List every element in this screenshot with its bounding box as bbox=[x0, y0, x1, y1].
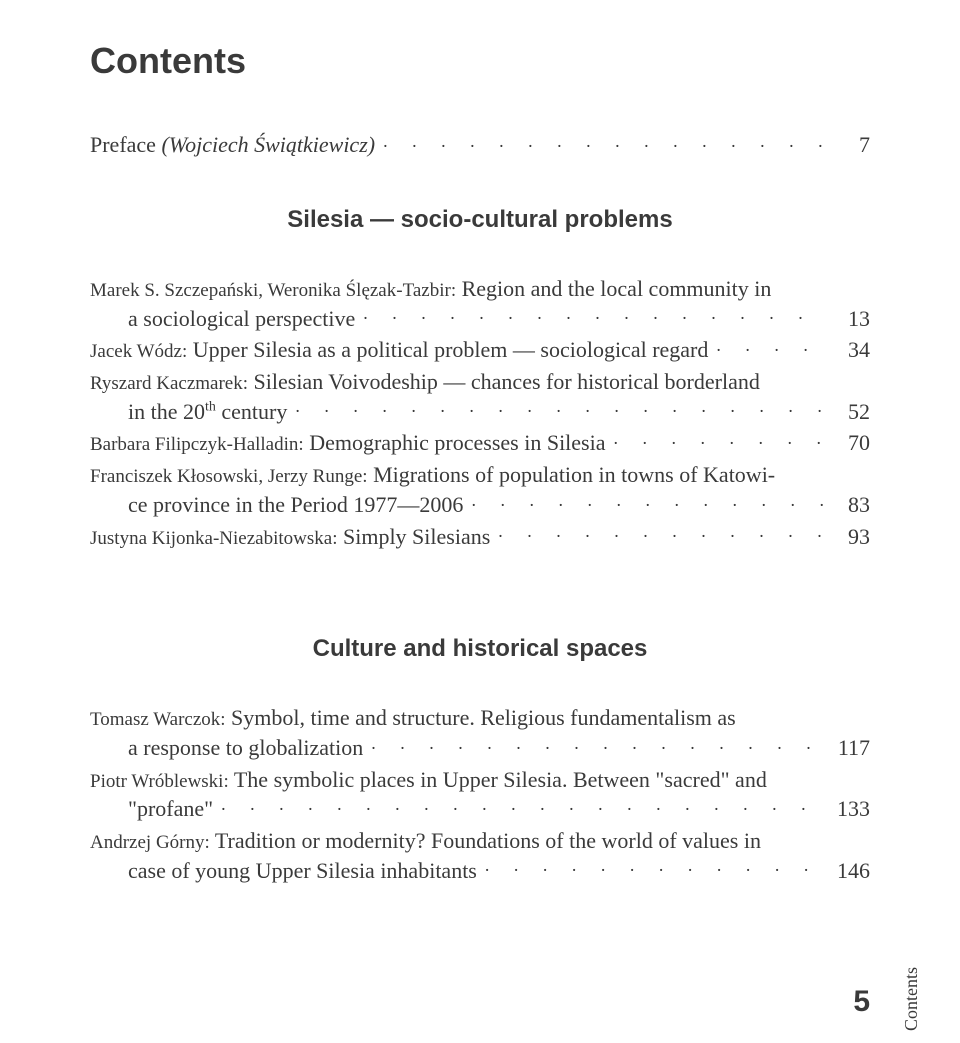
side-label: Contents bbox=[901, 967, 922, 1031]
entry-page: 70 bbox=[836, 428, 870, 458]
entry-last-line: in the 20th century 52 bbox=[90, 397, 870, 427]
page-title: Contents bbox=[90, 40, 870, 82]
entry-page: 146 bbox=[836, 856, 870, 886]
entry-author: Franciszek Kłosowski, Jerzy Runge: bbox=[90, 466, 368, 487]
page-container: Contents Preface (Wojciech Świątkiewicz)… bbox=[0, 0, 960, 1043]
entry-page: 34 bbox=[836, 335, 870, 365]
toc-entry: Barbara Filipczyk-Halladin: Demographic … bbox=[90, 428, 870, 458]
entry-title-part1: Upper Silesia as a political problem — s… bbox=[193, 337, 709, 362]
preface-entry: Preface (Wojciech Świątkiewicz) 7 bbox=[90, 130, 870, 158]
dot-leader bbox=[485, 856, 828, 878]
entry-author: Piotr Wróblewski: bbox=[90, 771, 229, 792]
dot-leader bbox=[498, 522, 828, 544]
entry-title-part1: The symbolic places in Upper Silesia. Be… bbox=[234, 767, 767, 792]
preface-label: Preface bbox=[90, 132, 156, 157]
entry-title-part1: Demographic processes in Silesia bbox=[309, 430, 605, 455]
entry-line1: Ryszard Kaczmarek: Silesian Voivodeship … bbox=[90, 367, 870, 397]
entry-title-part2: "profane" bbox=[90, 794, 213, 824]
entry-author: Andrzej Górny: bbox=[90, 832, 210, 853]
entry-line1: Justyna Kijonka-Niezabitowska: Simply Si… bbox=[90, 522, 490, 552]
entry-page: 93 bbox=[836, 522, 870, 552]
entry-last-line: case of young Upper Silesia inhabitants … bbox=[90, 856, 870, 886]
entry-author: Tomasz Warczok: bbox=[90, 709, 226, 730]
dot-leader bbox=[221, 794, 828, 816]
entry-author: Jacek Wódz: bbox=[90, 341, 187, 362]
entry-last-line: a response to globalization 117 bbox=[90, 733, 870, 763]
entry-title-part1: Simply Silesians bbox=[343, 524, 490, 549]
entry-line1: Andrzej Górny: Tradition or modernity? F… bbox=[90, 826, 870, 856]
entry-line1: Marek S. Szczepański, Weronika Ślęzak-Ta… bbox=[90, 274, 870, 304]
dot-leader bbox=[295, 397, 828, 419]
entry-title-part1: Tradition or modernity? Foundations of t… bbox=[215, 828, 761, 853]
entry-title-sup: th bbox=[205, 399, 216, 414]
entry-title-part1: Migrations of population in towns of Kat… bbox=[373, 462, 775, 487]
entry-line1: Jacek Wódz: Upper Silesia as a political… bbox=[90, 335, 708, 365]
toc-entry: Piotr Wróblewski: The symbolic places in… bbox=[90, 765, 870, 824]
entry-title-part2: case of young Upper Silesia inhabitants bbox=[90, 856, 477, 886]
entry-last-line: a sociological perspective 13 bbox=[90, 304, 870, 334]
preface-author: (Wojciech Świątkiewicz) bbox=[161, 132, 375, 157]
entry-line1: Franciszek Kłosowski, Jerzy Runge: Migra… bbox=[90, 460, 870, 490]
entry-line1: Piotr Wróblewski: The symbolic places in… bbox=[90, 765, 870, 795]
section-heading: Silesia — socio-cultural problems bbox=[90, 206, 870, 234]
section-spacer bbox=[90, 553, 870, 617]
entry-title-part1: Symbol, time and structure. Religious fu… bbox=[231, 705, 736, 730]
entry-author: Marek S. Szczepański, Weronika Ślęzak-Ta… bbox=[90, 280, 456, 301]
toc-entry: Andrzej Górny: Tradition or modernity? F… bbox=[90, 826, 870, 885]
entry-page: 133 bbox=[836, 794, 870, 824]
dot-leader bbox=[716, 335, 828, 357]
entry-line1: Tomasz Warczok: Symbol, time and structu… bbox=[90, 703, 870, 733]
footer-page-number: 5 bbox=[853, 985, 870, 1019]
entry-title-part2: a sociological perspective bbox=[90, 304, 355, 334]
entry-page: 52 bbox=[836, 397, 870, 427]
entry-page: 13 bbox=[836, 304, 870, 334]
dot-leader bbox=[363, 304, 828, 326]
dot-leader bbox=[614, 428, 829, 450]
entry-title-part1: Silesian Voivodeship — chances for histo… bbox=[254, 369, 760, 394]
dot-leader bbox=[471, 490, 828, 512]
toc-entry: Jacek Wódz: Upper Silesia as a political… bbox=[90, 335, 870, 365]
toc-entry: Ryszard Kaczmarek: Silesian Voivodeship … bbox=[90, 367, 870, 426]
preface-text: Preface (Wojciech Świątkiewicz) bbox=[90, 132, 375, 158]
toc-entry: Justyna Kijonka-Niezabitowska: Simply Si… bbox=[90, 522, 870, 552]
entry-author: Barbara Filipczyk-Halladin: bbox=[90, 434, 304, 455]
entry-author: Ryszard Kaczmarek: bbox=[90, 373, 248, 394]
entry-title-part2: in the 20th century bbox=[90, 397, 287, 427]
entry-title-part2: ce province in the Period 1977—2006 bbox=[90, 490, 463, 520]
dot-leader bbox=[383, 130, 828, 152]
entry-page: 117 bbox=[836, 733, 870, 763]
entry-page: 83 bbox=[836, 490, 870, 520]
dot-leader bbox=[371, 733, 828, 755]
toc-entry: Marek S. Szczepański, Weronika Ślęzak-Ta… bbox=[90, 274, 870, 333]
entry-last-line: ce province in the Period 1977—2006 83 bbox=[90, 490, 870, 520]
entry-title-pre: in the 20 bbox=[128, 399, 205, 424]
preface-page: 7 bbox=[836, 132, 870, 158]
entry-last-line: "profane" 133 bbox=[90, 794, 870, 824]
entry-title-post: century bbox=[216, 399, 287, 424]
toc-entry: Tomasz Warczok: Symbol, time and structu… bbox=[90, 703, 870, 762]
toc-entry: Franciszek Kłosowski, Jerzy Runge: Migra… bbox=[90, 460, 870, 519]
entry-title-part2: a response to globalization bbox=[90, 733, 363, 763]
entry-title-part1: Region and the local community in bbox=[462, 276, 772, 301]
entry-author: Justyna Kijonka-Niezabitowska: bbox=[90, 528, 337, 549]
section-heading: Culture and historical spaces bbox=[90, 635, 870, 663]
entry-line1: Barbara Filipczyk-Halladin: Demographic … bbox=[90, 428, 606, 458]
